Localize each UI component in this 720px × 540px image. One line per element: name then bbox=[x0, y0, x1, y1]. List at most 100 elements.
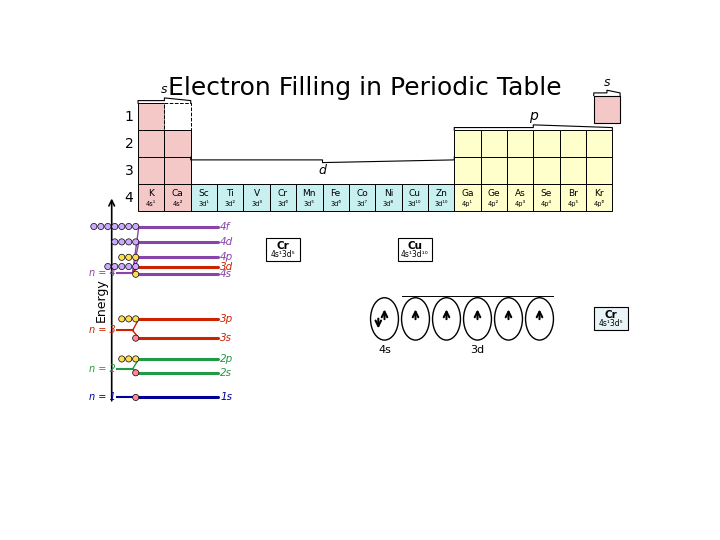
Text: 3d: 3d bbox=[220, 261, 233, 272]
Text: 3d⁸: 3d⁸ bbox=[383, 200, 394, 207]
Bar bbox=[270, 184, 296, 211]
Bar bbox=[217, 184, 243, 211]
Bar bbox=[375, 184, 402, 211]
Bar bbox=[586, 184, 612, 211]
Circle shape bbox=[112, 239, 118, 245]
Bar bbox=[138, 103, 164, 130]
Circle shape bbox=[112, 224, 118, 230]
Text: 3d¹⁰: 3d¹⁰ bbox=[434, 200, 448, 207]
Bar bbox=[534, 130, 559, 157]
Bar bbox=[164, 103, 191, 130]
Bar bbox=[191, 184, 217, 211]
Bar bbox=[534, 184, 559, 211]
Ellipse shape bbox=[526, 298, 554, 340]
Bar bbox=[454, 157, 481, 184]
Circle shape bbox=[132, 316, 139, 322]
Text: 4p⁶: 4p⁶ bbox=[593, 200, 605, 207]
Bar bbox=[481, 184, 507, 211]
Text: 3d³: 3d³ bbox=[251, 200, 262, 207]
Text: 2s: 2s bbox=[220, 368, 232, 378]
Bar bbox=[481, 157, 507, 184]
Bar bbox=[559, 184, 586, 211]
Text: K: K bbox=[148, 189, 154, 198]
Bar bbox=[296, 184, 323, 211]
Ellipse shape bbox=[402, 298, 429, 340]
Text: 4s²: 4s² bbox=[172, 200, 183, 207]
Bar bbox=[266, 238, 300, 261]
Text: s: s bbox=[603, 76, 610, 89]
Text: Br: Br bbox=[568, 189, 577, 198]
Ellipse shape bbox=[371, 298, 398, 340]
Text: Mn: Mn bbox=[302, 189, 316, 198]
Text: 4s¹3d⁵: 4s¹3d⁵ bbox=[271, 249, 295, 259]
Bar bbox=[507, 130, 534, 157]
Text: 3d⁶: 3d⁶ bbox=[277, 200, 289, 207]
Text: 2p: 2p bbox=[220, 354, 233, 364]
Circle shape bbox=[119, 239, 125, 245]
Ellipse shape bbox=[464, 298, 492, 340]
Circle shape bbox=[119, 264, 125, 269]
Text: V: V bbox=[253, 189, 260, 198]
Text: Ga: Ga bbox=[462, 189, 474, 198]
Circle shape bbox=[126, 356, 132, 362]
Bar bbox=[454, 184, 481, 211]
Text: d: d bbox=[318, 164, 326, 177]
Circle shape bbox=[104, 264, 111, 269]
Text: Cu: Cu bbox=[408, 241, 422, 251]
Text: Sc: Sc bbox=[199, 189, 210, 198]
Text: 4p⁵: 4p⁵ bbox=[567, 200, 578, 207]
Circle shape bbox=[132, 239, 139, 245]
Text: 3d⁵: 3d⁵ bbox=[304, 200, 315, 207]
Text: n = 1: n = 1 bbox=[89, 393, 116, 402]
Text: 3d⁷: 3d⁷ bbox=[356, 200, 367, 207]
Text: Kr: Kr bbox=[595, 189, 604, 198]
Circle shape bbox=[119, 356, 125, 362]
Text: 4s: 4s bbox=[378, 345, 391, 355]
Circle shape bbox=[132, 394, 139, 401]
Text: p: p bbox=[529, 109, 538, 123]
Circle shape bbox=[126, 316, 132, 322]
Text: Ni: Ni bbox=[384, 189, 393, 198]
Text: 3d¹: 3d¹ bbox=[199, 200, 210, 207]
Bar bbox=[594, 96, 620, 123]
Text: 3d⁶: 3d⁶ bbox=[330, 200, 341, 207]
Text: Cr: Cr bbox=[276, 241, 289, 251]
Text: 3d: 3d bbox=[470, 345, 485, 355]
Circle shape bbox=[126, 239, 132, 245]
Bar bbox=[402, 184, 428, 211]
Text: 4p¹: 4p¹ bbox=[462, 200, 473, 207]
Text: 4s¹3d¹⁰: 4s¹3d¹⁰ bbox=[401, 249, 428, 259]
Circle shape bbox=[132, 370, 139, 376]
Bar bbox=[454, 130, 481, 157]
Bar bbox=[534, 157, 559, 184]
Circle shape bbox=[119, 254, 125, 260]
Text: 4s¹3d⁵: 4s¹3d⁵ bbox=[598, 319, 624, 328]
Circle shape bbox=[91, 224, 97, 230]
Bar bbox=[397, 238, 432, 261]
Circle shape bbox=[126, 224, 132, 230]
Text: Ti: Ti bbox=[226, 189, 234, 198]
Text: 1s: 1s bbox=[220, 393, 232, 402]
Bar bbox=[138, 157, 164, 184]
Bar bbox=[586, 130, 612, 157]
Text: n = 2: n = 2 bbox=[89, 364, 116, 374]
Text: 3d²: 3d² bbox=[225, 200, 236, 207]
Circle shape bbox=[104, 224, 111, 230]
Circle shape bbox=[132, 271, 139, 278]
Ellipse shape bbox=[495, 298, 523, 340]
Text: Ge: Ge bbox=[487, 189, 500, 198]
Bar bbox=[594, 307, 628, 330]
Circle shape bbox=[112, 264, 118, 269]
Text: n = 4: n = 4 bbox=[89, 268, 116, 278]
Text: Co: Co bbox=[356, 189, 368, 198]
Circle shape bbox=[119, 316, 125, 322]
Text: 4d: 4d bbox=[220, 237, 233, 247]
Bar bbox=[138, 184, 164, 211]
Text: Cu: Cu bbox=[409, 189, 420, 198]
Text: As: As bbox=[515, 189, 526, 198]
Bar bbox=[323, 184, 349, 211]
Text: 1: 1 bbox=[125, 110, 133, 124]
Text: 3d¹⁰: 3d¹⁰ bbox=[408, 200, 421, 207]
Text: Se: Se bbox=[541, 189, 552, 198]
Text: n = 3: n = 3 bbox=[89, 326, 116, 335]
